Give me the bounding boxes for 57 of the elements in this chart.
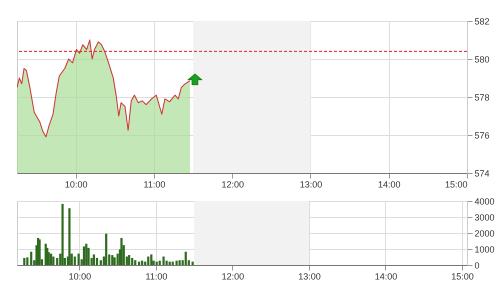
bar	[78, 254, 80, 265]
x-tick-label: 14:00	[374, 272, 398, 282]
x-tick-label: 13:00	[298, 272, 321, 282]
y-tick-label: 2000	[474, 228, 495, 238]
bar	[50, 254, 52, 265]
x-tick-label: 15:00	[444, 180, 468, 190]
x-tick-label: 14:00	[378, 180, 401, 190]
y-tick-label: 3000	[474, 212, 495, 222]
bar	[111, 255, 114, 265]
y-tick-label: 1000	[474, 244, 495, 254]
x-tick-label: 11:00	[144, 180, 166, 190]
x-tick-label: 12:00	[221, 180, 244, 190]
bar	[147, 256, 150, 265]
bar	[172, 262, 174, 265]
x-tick-label: 13:00	[300, 180, 322, 190]
bar	[141, 260, 144, 265]
bar	[175, 260, 178, 265]
x-tick-label: 10:00	[64, 180, 88, 190]
bar	[105, 234, 108, 265]
bar	[87, 248, 90, 265]
bar	[56, 258, 58, 265]
bar	[85, 244, 88, 265]
bar	[30, 252, 32, 265]
bar	[52, 256, 54, 265]
bar	[178, 260, 181, 265]
bar	[150, 254, 152, 265]
bar	[74, 256, 76, 265]
bar	[184, 252, 187, 265]
bar	[168, 262, 171, 265]
bar	[192, 262, 194, 265]
x-tick-label: 12:00	[222, 272, 244, 282]
y-tick-label: 578	[474, 92, 490, 102]
bar	[82, 246, 86, 265]
x-tick-label: 10:00	[68, 272, 92, 282]
bar	[68, 208, 71, 265]
bar	[156, 262, 158, 265]
y-tick-label: 0	[474, 260, 480, 270]
bar	[166, 260, 168, 265]
bar	[162, 256, 165, 265]
bar	[92, 254, 96, 265]
y-tick-label: 4000	[474, 196, 495, 206]
y-tick-label: 576	[474, 130, 490, 140]
x-tick-label: 15:00	[451, 272, 474, 282]
bar	[61, 204, 64, 265]
y-tick-label: 582	[474, 16, 490, 26]
bar	[128, 255, 130, 265]
y-tick-label: 580	[474, 54, 490, 64]
bar	[96, 258, 98, 265]
bar	[138, 262, 140, 265]
bar	[134, 260, 136, 265]
bar	[158, 260, 161, 265]
x-tick-label: 11:00	[145, 272, 168, 282]
bar	[120, 238, 123, 265]
bar	[100, 260, 102, 265]
bar	[23, 258, 26, 265]
y-tick-label: 574	[474, 168, 490, 178]
bar	[131, 258, 134, 265]
